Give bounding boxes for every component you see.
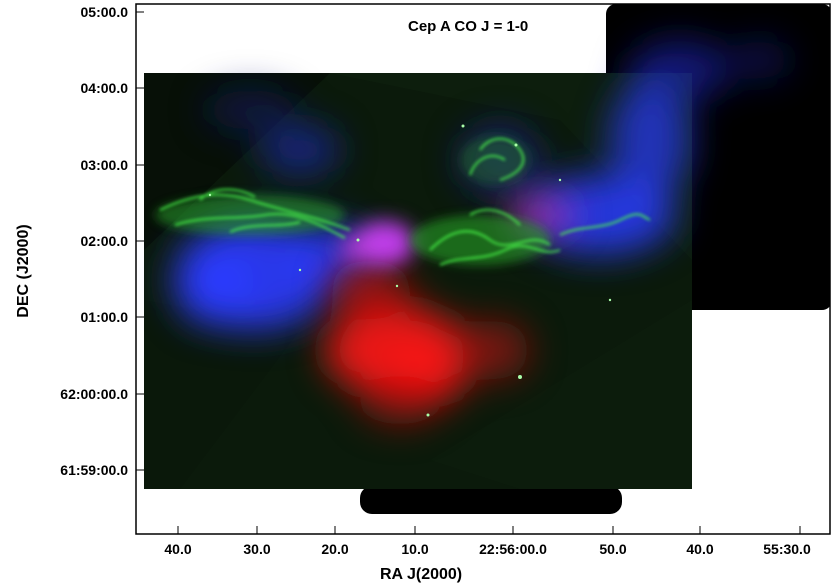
magenta-knot (338, 221, 415, 265)
x-tick-label: 22:56:00.0 (479, 541, 547, 557)
stars (208, 124, 612, 417)
x-tick-label: 55:30.0 (763, 541, 811, 557)
x-tick-label: 20.0 (321, 541, 349, 557)
y-axis-title: DEC (J2000) (15, 224, 32, 318)
y-tick-label: 02:00.0 (80, 233, 128, 249)
y-tick-label: 05:00.0 (80, 4, 128, 20)
green-glow (155, 135, 550, 265)
y-tick-label: 03:00.0 (80, 157, 128, 173)
figure-title: Cep A CO J = 1-0 (408, 18, 529, 35)
x-axis-title: RA J(2000) (380, 566, 463, 583)
black-tile-bottom (360, 486, 622, 514)
x-tick-label: 30.0 (243, 541, 271, 557)
y-tick-label: 01:00.0 (80, 309, 128, 325)
y-tick-label: 62:00:00.0 (60, 386, 128, 402)
x-tick-label: 10.0 (401, 541, 429, 557)
x-tick-label: 40.0 (686, 541, 714, 557)
y-tick-label: 04:00.0 (80, 80, 128, 96)
y-tick-label: 61:59:00.0 (60, 462, 128, 478)
x-tick-label: 50.0 (599, 541, 627, 557)
red-emission (325, 197, 575, 425)
green-filaments (159, 137, 651, 266)
x-tick-label: 40.0 (164, 541, 192, 557)
axis-ticks (136, 11, 801, 534)
